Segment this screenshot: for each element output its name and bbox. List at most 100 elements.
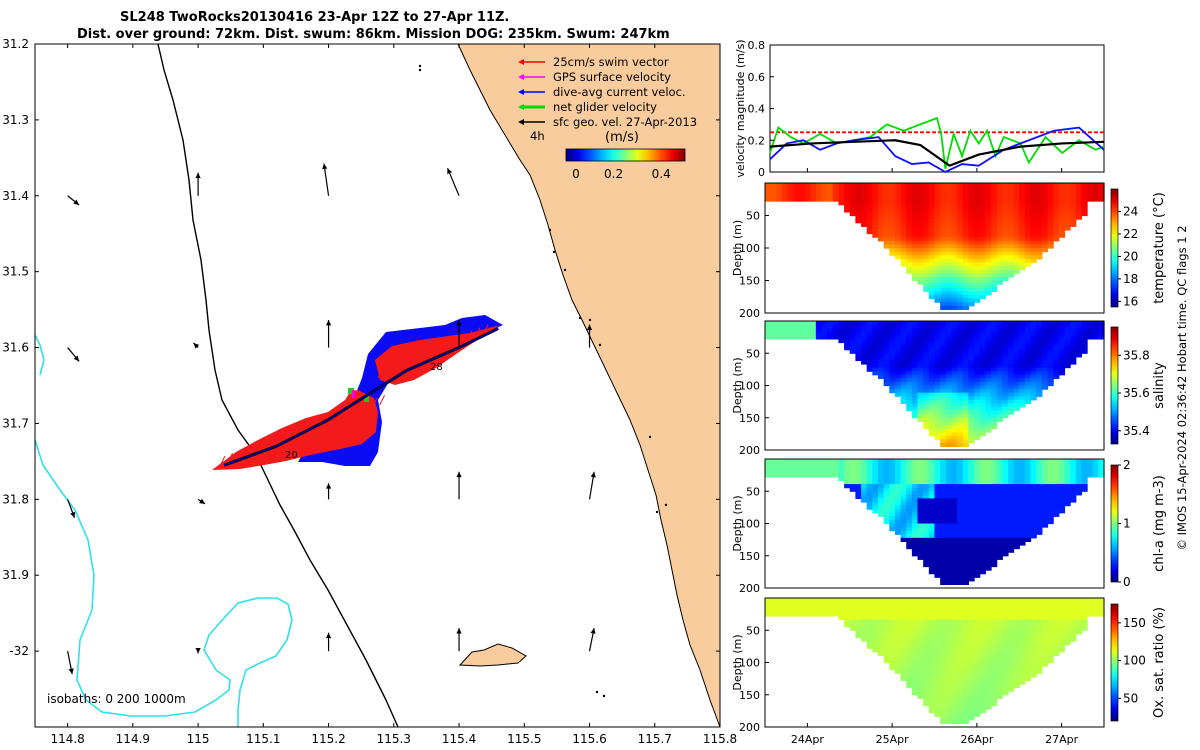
section-cell [1036,491,1043,496]
section-cell [957,548,964,553]
section-cell [996,399,1003,405]
section-cell [1007,676,1015,682]
section-cell [911,545,919,550]
section-cell [861,498,868,503]
section-cell [1007,215,1015,220]
section-cell [1053,494,1060,500]
section-cell [951,648,958,653]
section-cell [962,476,969,482]
section-cell [1007,548,1015,553]
section-cell [793,183,800,188]
section-cell [928,324,936,329]
section-cell [906,226,913,231]
section-cell [883,211,890,217]
colorbar-tick-label: 20 [1123,249,1138,263]
section-cell [968,219,975,224]
section-cell [1019,193,1026,199]
section-cell [1075,328,1082,333]
section-cell [940,516,947,521]
section-cell [1036,530,1043,535]
section-cell [957,244,964,249]
section-cell [1053,633,1060,639]
section-cell [1041,605,1049,610]
section-cell [1019,190,1026,195]
section-cell [900,262,907,267]
section-cell [1013,680,1020,685]
section-cell [872,367,879,372]
section-cell [906,255,913,260]
section-cell [962,291,969,296]
section-cell [951,208,958,213]
section-cell [872,605,879,610]
section-cell [945,432,953,437]
section-cell [928,559,936,564]
section-cell [928,255,936,260]
section-x-tick-label: 25Apr [876,733,910,746]
section-cell [1002,367,1009,372]
legend-arrowhead [518,89,524,95]
section-cell [1053,338,1060,344]
section-cell [1019,473,1026,478]
section-cell [872,226,879,231]
section-cell [928,237,936,242]
section-cell [945,473,953,478]
coast-rock [552,250,556,254]
section-cell [889,651,896,656]
section-cell [934,709,941,714]
section-cell [945,328,953,333]
section-cell [996,353,1003,358]
section-cell [827,473,834,478]
section-cell [945,255,953,260]
section-cell [906,637,913,642]
section-cell [810,462,817,467]
section-cell [917,605,924,610]
section-cell [985,605,992,610]
section-cell [957,183,964,188]
section-cell [1036,487,1043,492]
section-cell [889,229,896,235]
section-cell [1013,491,1020,496]
section-cell [1053,626,1060,631]
section-cell [957,407,964,412]
section-cell [1030,324,1037,329]
section-y-tick-label: 150 [739,550,760,563]
section-cell [1053,331,1060,336]
section-cell [911,233,919,238]
section-cell [878,637,885,642]
section-cell [985,673,992,678]
coast-rock [664,503,668,507]
section-cell [1007,389,1015,394]
section-cell [979,280,986,285]
section-cell [1047,491,1054,496]
section-cell [1013,523,1020,528]
section-cell [962,651,969,656]
section-cell [1041,331,1049,336]
map-x-tick-label: 115 [187,732,210,746]
section-cell [957,716,964,721]
section-cell [1070,222,1077,227]
section-y-tick-label: 50 [746,624,760,637]
section-cell [821,469,828,474]
section-cell [923,186,930,191]
section-cell [906,466,913,471]
section-cell [962,466,969,471]
section-cell [1024,360,1032,365]
section-cell [957,669,964,674]
section-cell [1047,630,1054,635]
section-cell [968,435,975,440]
section-cell [928,491,936,496]
section-cell [1081,338,1088,344]
section-cell [911,673,919,678]
section-cell [1064,186,1071,191]
section-cell [1053,222,1060,227]
section-cell [1024,197,1032,202]
section-cell [889,215,896,220]
section-cell [1070,360,1077,365]
section-cell [1024,502,1032,507]
section-cell [1070,349,1077,354]
coast-rock [595,690,599,694]
section-cell [934,633,941,639]
section-cell [1019,673,1026,678]
section-cell [776,469,783,474]
section-cell [985,505,992,510]
